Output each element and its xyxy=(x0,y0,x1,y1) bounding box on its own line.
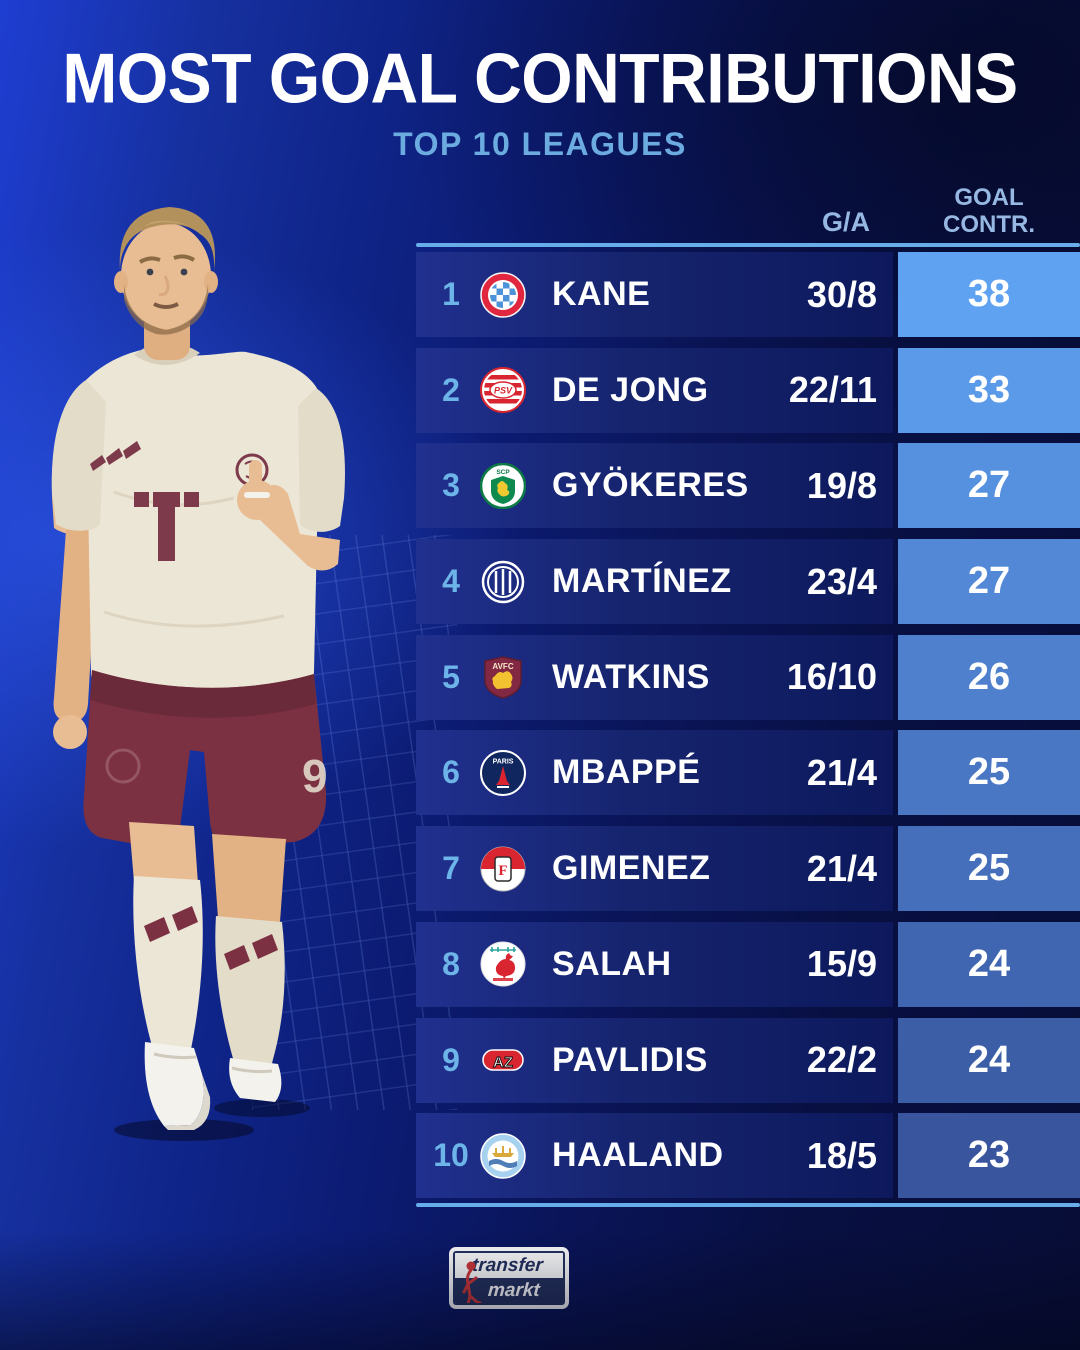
rank-label: 1 xyxy=(442,276,460,312)
table-row: 8 SALAH 15/9 24 xyxy=(416,921,1080,1007)
goal-contr-value: 25 xyxy=(898,730,1080,816)
goal-contr-value: 27 xyxy=(898,443,1080,529)
table-row: 2 PSV DE JONG 22/11 33 xyxy=(416,347,1080,433)
player-name: HAALAND xyxy=(552,1136,724,1175)
ga-value: 18/5 xyxy=(806,1134,877,1176)
column-header-goal-contr-line1: GOAL xyxy=(954,184,1024,211)
table-row: 6 PARIS MBAPPÉ 21/4 25 xyxy=(416,730,1080,816)
svg-text:PSV: PSV xyxy=(494,386,513,396)
club-badge-feyenoord-icon: F xyxy=(480,846,526,892)
table-row-main: 2 PSV DE JONG 22/11 xyxy=(416,347,893,433)
goal-contr-value: 25 xyxy=(898,826,1080,912)
ga-value: 15/9 xyxy=(806,943,877,985)
club-badge-inter-icon xyxy=(480,559,526,605)
rank-label: 5 xyxy=(442,658,460,695)
goal-contr-value: 27 xyxy=(898,539,1080,625)
bottom-vignette xyxy=(0,1230,1080,1350)
ga-value: 21/4 xyxy=(806,751,877,793)
table-bottom-border xyxy=(416,1203,1080,1208)
club-badge-az-icon: AZ xyxy=(480,1037,526,1083)
player-photo-illustration: 9 xyxy=(51,207,345,1141)
player-name: MBAPPÉ xyxy=(552,753,701,792)
ga-value: 16/10 xyxy=(786,656,877,698)
svg-text:F: F xyxy=(498,863,507,879)
rank-label: 6 xyxy=(442,754,460,791)
goal-contr-value: 24 xyxy=(898,921,1080,1007)
table-row-main: 6 PARIS MBAPPÉ 21/4 xyxy=(416,730,893,816)
club-badge-liverpool-icon xyxy=(480,941,526,987)
goal-contr-value: 24 xyxy=(898,1017,1080,1103)
column-headers: G/A GOAL CONTR. xyxy=(416,184,1080,238)
table-row-main: 5 AVFC WATKINS 16/10 xyxy=(416,634,893,720)
leaderboard: 1 KANE 30/8 38 2 xyxy=(416,243,1080,1208)
rank-label: 9 xyxy=(442,1041,460,1078)
goal-contr-value: 26 xyxy=(898,634,1080,720)
svg-text:PARIS: PARIS xyxy=(493,758,514,765)
svg-text:AZ: AZ xyxy=(493,1054,513,1071)
goal-contr-value: 38 xyxy=(898,252,1080,337)
player-name: SALAH xyxy=(552,944,672,983)
ga-value: 30/8 xyxy=(806,273,877,315)
table-row-main: 4 MARTÍNEZ 23/4 xyxy=(416,539,893,625)
club-badge-villa-icon: AVFC xyxy=(480,654,526,700)
ga-value: 21/4 xyxy=(806,847,877,889)
column-header-goal-contr-line2: CONTR. xyxy=(943,211,1035,238)
table-row: 5 AVFC WATKINS 16/10 26 xyxy=(416,634,1080,720)
table-row: 7 F GIMENEZ 21/4 25 xyxy=(416,826,1080,912)
table-row: 4 MARTÍNEZ 23/4 27 xyxy=(416,539,1080,625)
svg-text:AVFC: AVFC xyxy=(492,662,513,671)
table-row: 1 KANE 30/8 38 xyxy=(416,252,1080,337)
rank-label: 4 xyxy=(442,563,460,600)
ga-value: 22/2 xyxy=(806,1039,877,1080)
table-row: 10 HAALAND 18/5 23 xyxy=(416,1113,1080,1199)
club-badge-sporting-icon: SCP xyxy=(480,462,526,509)
page-subtitle: TOP 10 LEAGUES xyxy=(393,126,687,162)
goal-contr-value: 23 xyxy=(898,1113,1080,1199)
player-name: MARTÍNEZ xyxy=(552,562,732,601)
table-row-main: 1 KANE 30/8 xyxy=(416,252,893,337)
table-row-main: 7 F GIMENEZ 21/4 xyxy=(416,826,893,912)
player-name: WATKINS xyxy=(552,657,710,696)
rank-label: 2 xyxy=(442,371,460,408)
ga-value: 19/8 xyxy=(806,464,877,506)
club-badge-psg-icon: PARIS xyxy=(480,749,526,796)
svg-text:9: 9 xyxy=(302,750,328,802)
rank-label: 10 xyxy=(433,1137,469,1174)
player-name: PAVLIDIS xyxy=(552,1040,708,1079)
player-name: DE JONG xyxy=(552,370,709,409)
table-row-main: 8 SALAH 15/9 xyxy=(416,921,893,1007)
table-top-border xyxy=(416,243,1080,247)
page-title: MOST GOAL CONTRIBUTIONS xyxy=(62,38,1018,118)
table-row-main: 3 SCP GYÖKERES 19/8 xyxy=(416,443,893,529)
ga-value: 23/4 xyxy=(806,560,877,602)
goal-contr-value: 33 xyxy=(898,347,1080,433)
club-badge-bayern-icon xyxy=(480,271,526,318)
table-row: 3 SCP GYÖKERES 19/8 27 xyxy=(416,443,1080,529)
svg-text:SCP: SCP xyxy=(496,469,510,476)
table-row-main: 10 HAALAND 18/5 xyxy=(416,1113,893,1199)
rank-label: 3 xyxy=(442,467,460,504)
rank-label: 7 xyxy=(442,850,460,887)
player-name: GIMENEZ xyxy=(552,849,711,888)
leaderboard-rows: 1 KANE 30/8 38 2 xyxy=(416,247,1080,1203)
column-header-goal-contr: GOAL CONTR. xyxy=(898,184,1080,238)
rank-label: 8 xyxy=(442,945,460,982)
club-badge-city-icon xyxy=(480,1132,526,1179)
table-row: 9 AZ PAVLIDIS 22/2 24 xyxy=(416,1017,1080,1103)
column-header-ga: G/A xyxy=(821,207,870,237)
ga-value: 22/11 xyxy=(788,369,877,411)
table-row-main: 9 AZ PAVLIDIS 22/2 xyxy=(416,1017,893,1103)
player-name: GYÖKERES xyxy=(552,466,749,505)
club-badge-psv-icon: PSV xyxy=(480,367,526,414)
player-name: KANE xyxy=(552,275,651,313)
